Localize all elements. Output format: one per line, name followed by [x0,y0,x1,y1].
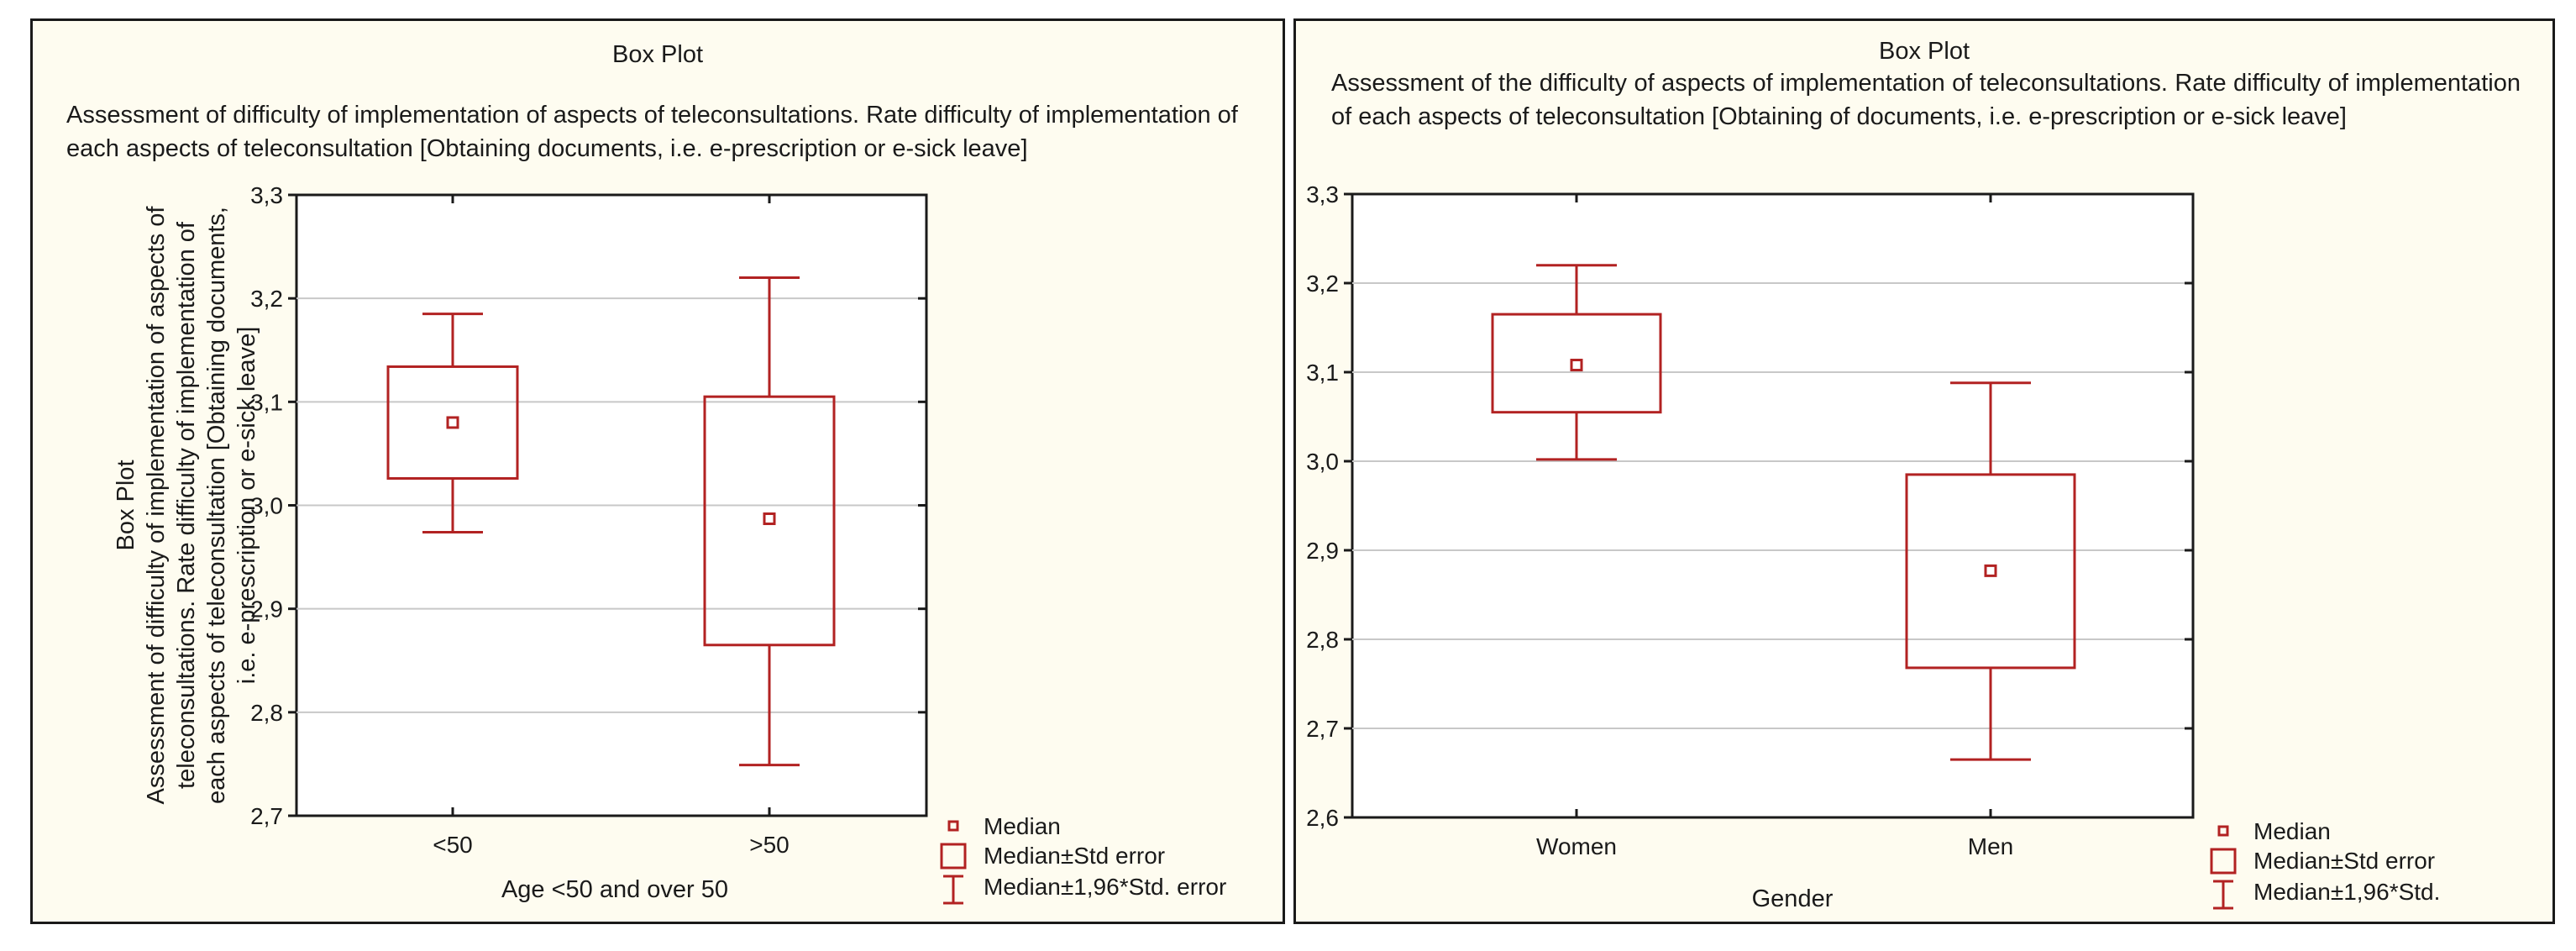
y-tick-label: 2,8 [250,700,283,726]
std-error-box [1905,473,2076,670]
median-marker [1570,359,1583,372]
y-axis-title-line: Assessment of difficulty of implementati… [143,206,170,805]
right-box-plot: 2,6 2,7 2,8 2,9 3,0 3,1 3,2 3,3 Women Men Gender Me… [1306,181,2440,912]
median-marker [446,416,459,429]
x-tick-label: Men [1968,833,2013,859]
y-tick-label: 2,6 [1306,805,1339,831]
legend-median-symbol [2217,825,2229,837]
right-chart-panel: Box Plot Assessment of the difficulty of… [1293,18,2555,924]
legend-median-symbol [947,820,959,832]
y-axis-title-line: Box Plot [113,460,139,551]
chart-subtitle: Assessment of difficulty of implementati… [66,102,1238,162]
chart-title: Box Plot [612,41,703,68]
left-chart-panel: Box Plot Assessment of difficulty of imp… [30,18,1285,924]
y-tick-label: 2,9 [250,596,283,623]
median-marker [1984,564,1997,577]
y-axis-title-line: each aspects of teleconsultation [Obtain… [203,207,230,804]
legend-box-symbol [2210,848,2237,875]
y-tick-label: 3,1 [250,389,283,415]
legend-whisker-label: Median±1,96*Std. [2253,879,2440,905]
x-tick-label: >50 [749,832,790,858]
legend-median-label: Median [984,813,1061,839]
y-tick-label: 3,2 [1306,271,1339,297]
y-tick-label: 2,9 [1306,538,1339,564]
legend-box-symbol [940,843,967,870]
x-tick-label: Women [1536,833,1617,859]
std-error-box [1491,313,1662,414]
legend-box-label: Median±Std error [984,843,1165,869]
legend-whisker-label: Median±1,96*Std. error [984,874,1226,900]
y-axis-title-line: teleconsultations. Rate difficulty of im… [173,221,200,789]
y-tick-label: 3,3 [1306,181,1339,208]
plot-area [1351,192,2195,819]
x-tick-label: <50 [433,832,473,858]
left-box-plot: 2,7 2,8 2,9 3,0 3,1 3,2 3,3 <50 >50 Age <50 and o… [113,182,1226,905]
y-tick-label: 3,3 [250,182,283,208]
x-axis-title: Age <50 and over 50 [501,876,728,903]
y-tick-label: 2,7 [250,803,283,829]
y-axis-title-line: i.e. e-prescription or e-sick leave] [233,327,260,685]
chart-subtitle: Assessment of the difficulty of aspects … [1331,70,2521,130]
y-tick-label: 2,7 [1306,716,1339,742]
x-axis-title: Gender [1752,885,1834,912]
y-axis-title: Box Plot Assessment of difficulty of impl… [113,206,260,805]
box-Women [1491,264,1662,461]
y-tick-label: 3,0 [250,493,283,519]
y-tick-label: 3,2 [250,286,283,312]
legend: Median Median±Std error Median±1,96*Std. [2210,818,2440,910]
chart-title: Box Plot [1879,38,1970,65]
y-tick-label: 3,1 [1306,360,1339,386]
legend-median-label: Median [2253,818,2331,844]
y-tick-label: 2,8 [1306,627,1339,653]
box-50 [386,313,519,534]
box-Men [1905,381,2076,761]
std-error-box [703,395,836,647]
legend: Median Median±Std error Median±1,96*Std. e… [940,813,1226,905]
std-error-box [386,365,519,480]
y-tick-label: 3,0 [1306,449,1339,475]
median-marker [763,512,776,526]
legend-box-label: Median±Std error [2253,848,2435,874]
box-50 [703,276,836,767]
